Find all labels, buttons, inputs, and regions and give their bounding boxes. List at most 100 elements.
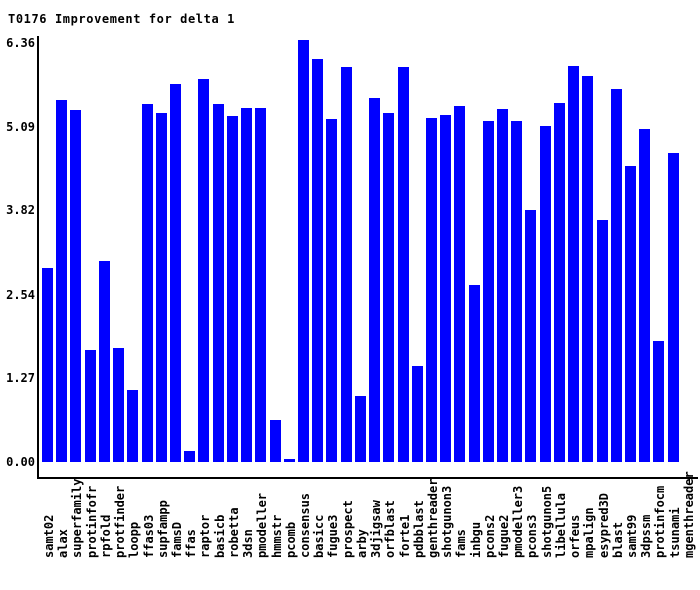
x-tick-label-3dsn: 3dsn bbox=[240, 529, 255, 558]
bar-orfblast bbox=[383, 113, 394, 462]
bar-alax bbox=[56, 100, 67, 462]
x-tick-label-samt02: samt02 bbox=[41, 514, 56, 558]
x-tick-label-prospect: prospect bbox=[340, 500, 355, 558]
bar-samt02 bbox=[42, 268, 53, 462]
bar-inbgu bbox=[469, 285, 480, 462]
x-tick-label-genthreader: genthreader bbox=[425, 478, 440, 558]
bar-tsunami bbox=[668, 153, 679, 462]
bar-protinfofr bbox=[85, 350, 96, 462]
x-tick-label-tsunami: tsunami bbox=[667, 507, 682, 558]
bar-hmmstr bbox=[270, 420, 281, 462]
x-tick-label-consensus: consensus bbox=[297, 492, 312, 558]
bar-fams bbox=[454, 106, 465, 462]
bar-basicc bbox=[312, 59, 323, 462]
x-axis-line bbox=[37, 477, 698, 479]
x-tick-label-arby: arby bbox=[354, 529, 369, 558]
bar-mpalign bbox=[582, 76, 593, 462]
x-tick-label-ffas: ffas bbox=[183, 529, 198, 558]
bar-pcomb bbox=[284, 459, 295, 462]
bar-libellula bbox=[554, 103, 565, 462]
bar-blast bbox=[611, 89, 622, 462]
bar-esypred3D bbox=[597, 220, 608, 462]
bar-shotgunon3 bbox=[440, 115, 451, 462]
x-tick-label-inbgu: inbgu bbox=[468, 521, 483, 558]
y-tick-label: 6.36 bbox=[6, 36, 35, 50]
y-tick-label: 2.54 bbox=[6, 287, 35, 302]
x-tick-label-esypred3D: esypred3D bbox=[596, 492, 611, 558]
x-tick-label-shotgunon5: shotgunon5 bbox=[539, 485, 554, 558]
chart-title: T0176 Improvement for delta 1 bbox=[8, 12, 235, 26]
x-tick-label-fugue2: fugue2 bbox=[496, 514, 511, 558]
bar-protinfocm bbox=[653, 341, 664, 462]
x-tick-label-pcons3: pcons3 bbox=[524, 514, 539, 558]
x-tick-label-fams: fams bbox=[453, 529, 468, 558]
y-tick-label: 3.82 bbox=[6, 203, 35, 218]
x-tick-label-samt99: samt99 bbox=[624, 514, 639, 558]
bar-3dpssm bbox=[639, 129, 650, 462]
bar-3dsn bbox=[241, 108, 252, 462]
x-tick-label-loopp: loopp bbox=[126, 521, 141, 558]
x-tick-label-raptor: raptor bbox=[197, 514, 212, 558]
bar-ffas bbox=[184, 451, 195, 462]
bar-arby bbox=[355, 396, 366, 462]
x-tick-label-robetta: robetta bbox=[226, 507, 241, 558]
x-tick-label-blast: blast bbox=[610, 521, 625, 558]
x-tick-label-basicc: basicc bbox=[311, 514, 326, 558]
bar-superfamily bbox=[70, 110, 81, 462]
bar-shotgunon5 bbox=[540, 126, 551, 462]
y-tick-label: 1.27 bbox=[6, 371, 35, 386]
bar-ffas03 bbox=[142, 104, 153, 462]
bar-famsD bbox=[170, 84, 181, 462]
bar-prospect bbox=[341, 67, 352, 462]
bar-raptor bbox=[198, 79, 209, 462]
y-axis-line bbox=[37, 36, 39, 479]
bar-genthreader bbox=[426, 118, 437, 462]
x-tick-label-mpalign: mpalign bbox=[581, 507, 596, 558]
x-tick-label-3djigsaw: 3djigsaw bbox=[368, 500, 383, 558]
x-tick-label-rpfold: rpfold bbox=[98, 514, 113, 558]
x-tick-label-forte1: forte1 bbox=[397, 514, 412, 558]
bar-robetta bbox=[227, 116, 238, 462]
x-tick-label-pcons2: pcons2 bbox=[482, 514, 497, 558]
x-tick-label-shotgunon3: shotgunon3 bbox=[439, 485, 454, 558]
x-tick-label-basicb: basicb bbox=[212, 514, 227, 558]
x-tick-label-protinfocm: protinfocm bbox=[652, 485, 667, 558]
bar-consensus bbox=[298, 40, 309, 462]
bar-pmodeller3 bbox=[511, 121, 522, 462]
bar-3djigsaw bbox=[369, 98, 380, 462]
x-tick-label-protfinder: protfinder bbox=[112, 485, 127, 558]
bar-orfeus bbox=[568, 66, 579, 462]
x-tick-label-pmodeller: pmodeller bbox=[254, 492, 269, 558]
bar-rpfold bbox=[99, 261, 110, 462]
x-tick-label-libellula: libellula bbox=[553, 492, 568, 558]
x-tick-label-fugue3: fugue3 bbox=[325, 514, 340, 558]
bar-supfampp bbox=[156, 113, 167, 462]
x-tick-label-pcomb: pcomb bbox=[283, 521, 298, 558]
x-tick-label-pmodeller3: pmodeller3 bbox=[510, 485, 525, 558]
x-tick-label-pdbblast: pdbblast bbox=[411, 500, 426, 558]
x-tick-label-orfblast: orfblast bbox=[382, 500, 397, 558]
bar-loopp bbox=[127, 390, 138, 462]
bar-pcons3 bbox=[525, 210, 536, 462]
y-tick-label: 0.00 bbox=[6, 455, 35, 469]
y-tick-label: 5.09 bbox=[6, 119, 35, 134]
bar-pdbblast bbox=[412, 366, 423, 462]
bar-fugue3 bbox=[326, 119, 337, 462]
bar-protfinder bbox=[113, 348, 124, 462]
x-tick-label-hmmstr: hmmstr bbox=[269, 514, 284, 558]
x-tick-label-supfampp: supfampp bbox=[155, 500, 170, 558]
x-tick-label-superfamily: superfamily bbox=[69, 478, 84, 558]
x-tick-label-protinfofr: protinfofr bbox=[84, 485, 99, 558]
x-tick-label-ffas03: ffas03 bbox=[141, 514, 156, 558]
x-tick-label-mgenthreader: mgenthreader bbox=[681, 471, 696, 558]
x-tick-label-famsD: famsD bbox=[169, 521, 184, 558]
bar-forte1 bbox=[398, 67, 409, 462]
bar-fugue2 bbox=[497, 109, 508, 462]
x-tick-label-alax: alax bbox=[55, 529, 70, 558]
x-tick-label-3dpssm: 3dpssm bbox=[638, 514, 653, 558]
bar-basicb bbox=[213, 104, 224, 462]
bar-pcons2 bbox=[483, 121, 494, 462]
bar-samt99 bbox=[625, 166, 636, 462]
x-tick-label-orfeus: orfeus bbox=[567, 514, 582, 558]
